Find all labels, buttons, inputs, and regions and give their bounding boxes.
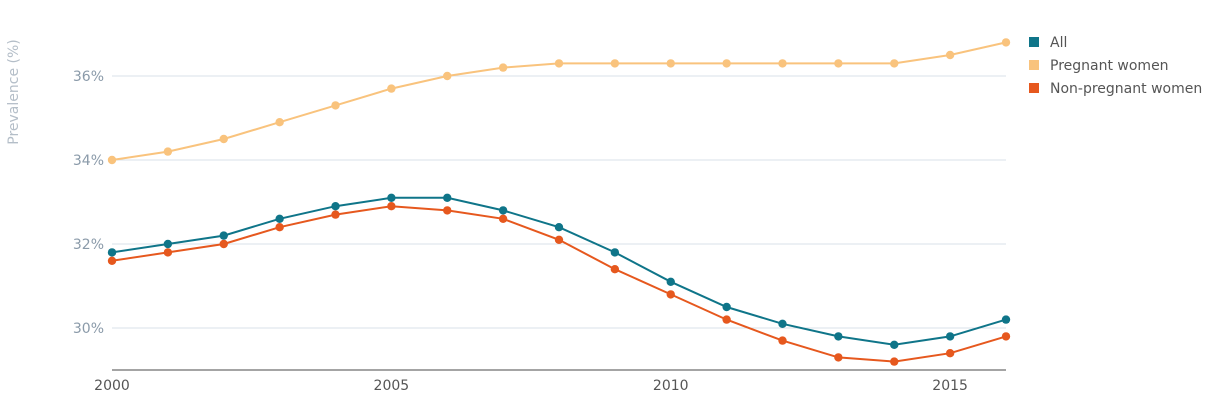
data-point[interactable] — [107, 155, 117, 165]
data-point[interactable] — [163, 248, 173, 257]
data-point[interactable] — [107, 256, 117, 265]
x-axis-ticks: 2000 2005 2010 2015 — [94, 378, 968, 394]
data-point[interactable] — [107, 248, 117, 257]
x-tick-label: 2000 — [94, 378, 130, 394]
legend-label: Pregnant women — [1050, 58, 1169, 74]
legend[interactable]: All Pregnant women Non-pregnant women — [1029, 35, 1202, 97]
data-point[interactable] — [1001, 332, 1011, 341]
legend-label: Non-pregnant women — [1050, 81, 1202, 97]
gridlines — [112, 75, 1006, 329]
y-tick-label: 36% — [73, 69, 104, 85]
data-point[interactable] — [498, 63, 508, 72]
legend-item[interactable]: Pregnant women — [1029, 58, 1169, 74]
data-point[interactable] — [331, 210, 340, 219]
data-point[interactable] — [890, 59, 899, 68]
data-point[interactable] — [498, 214, 508, 223]
data-point[interactable] — [610, 248, 620, 257]
data-point[interactable] — [387, 193, 396, 202]
data-point[interactable] — [834, 332, 843, 341]
y-tick-label: 30% — [73, 321, 104, 337]
legend-swatch — [1029, 83, 1039, 93]
data-point[interactable] — [219, 231, 228, 240]
data-point[interactable] — [610, 59, 620, 68]
data-point[interactable] — [945, 349, 955, 358]
data-point[interactable] — [443, 71, 452, 81]
legend-item[interactable]: Non-pregnant women — [1029, 81, 1202, 97]
series-line — [111, 196, 1007, 346]
data-point[interactable] — [945, 332, 955, 341]
data-point[interactable] — [666, 277, 675, 286]
series-group — [107, 38, 1011, 366]
data-point[interactable] — [219, 239, 228, 249]
y-axis-label: Prevalence (%) — [6, 39, 22, 145]
data-point[interactable] — [219, 134, 228, 144]
data-point[interactable] — [554, 235, 564, 244]
x-tick-label: 2005 — [374, 378, 410, 394]
series-pregnant-women — [107, 38, 1011, 165]
data-point[interactable] — [945, 50, 955, 60]
legend-item[interactable]: All — [1029, 35, 1067, 51]
legend-swatch — [1029, 60, 1039, 70]
data-point[interactable] — [498, 206, 508, 215]
data-point[interactable] — [163, 239, 173, 249]
data-point[interactable] — [275, 118, 284, 127]
data-point[interactable] — [778, 59, 787, 68]
data-point[interactable] — [387, 202, 396, 211]
data-point[interactable] — [163, 147, 173, 156]
data-point[interactable] — [890, 357, 899, 366]
data-point[interactable] — [610, 265, 620, 274]
data-point[interactable] — [722, 59, 731, 68]
x-tick-label: 2010 — [653, 378, 689, 394]
legend-swatch — [1029, 37, 1039, 47]
series-all — [107, 193, 1011, 349]
data-point[interactable] — [275, 223, 284, 232]
data-point[interactable] — [778, 319, 787, 328]
data-point[interactable] — [387, 84, 396, 93]
data-point[interactable] — [722, 302, 731, 312]
data-point[interactable] — [554, 223, 564, 232]
x-tick-label: 2015 — [932, 378, 968, 394]
data-point[interactable] — [778, 336, 787, 345]
y-tick-label: 34% — [73, 153, 104, 169]
data-point[interactable] — [666, 290, 675, 299]
data-point[interactable] — [722, 315, 731, 324]
data-point[interactable] — [834, 353, 843, 362]
y-axis-ticks: 30% 32% 34% 36% — [73, 69, 104, 337]
data-point[interactable] — [1001, 315, 1011, 324]
data-point[interactable] — [890, 340, 899, 349]
data-point[interactable] — [331, 202, 340, 211]
series-non-pregnant-women — [107, 202, 1011, 366]
data-point[interactable] — [554, 59, 564, 68]
data-point[interactable] — [443, 193, 452, 202]
data-point[interactable] — [1001, 38, 1011, 47]
data-point[interactable] — [443, 206, 452, 215]
data-point[interactable] — [331, 101, 340, 110]
data-point[interactable] — [275, 214, 284, 223]
data-point[interactable] — [666, 59, 675, 68]
legend-label: All — [1050, 35, 1067, 51]
data-point[interactable] — [834, 59, 843, 68]
y-tick-label: 32% — [73, 237, 104, 253]
